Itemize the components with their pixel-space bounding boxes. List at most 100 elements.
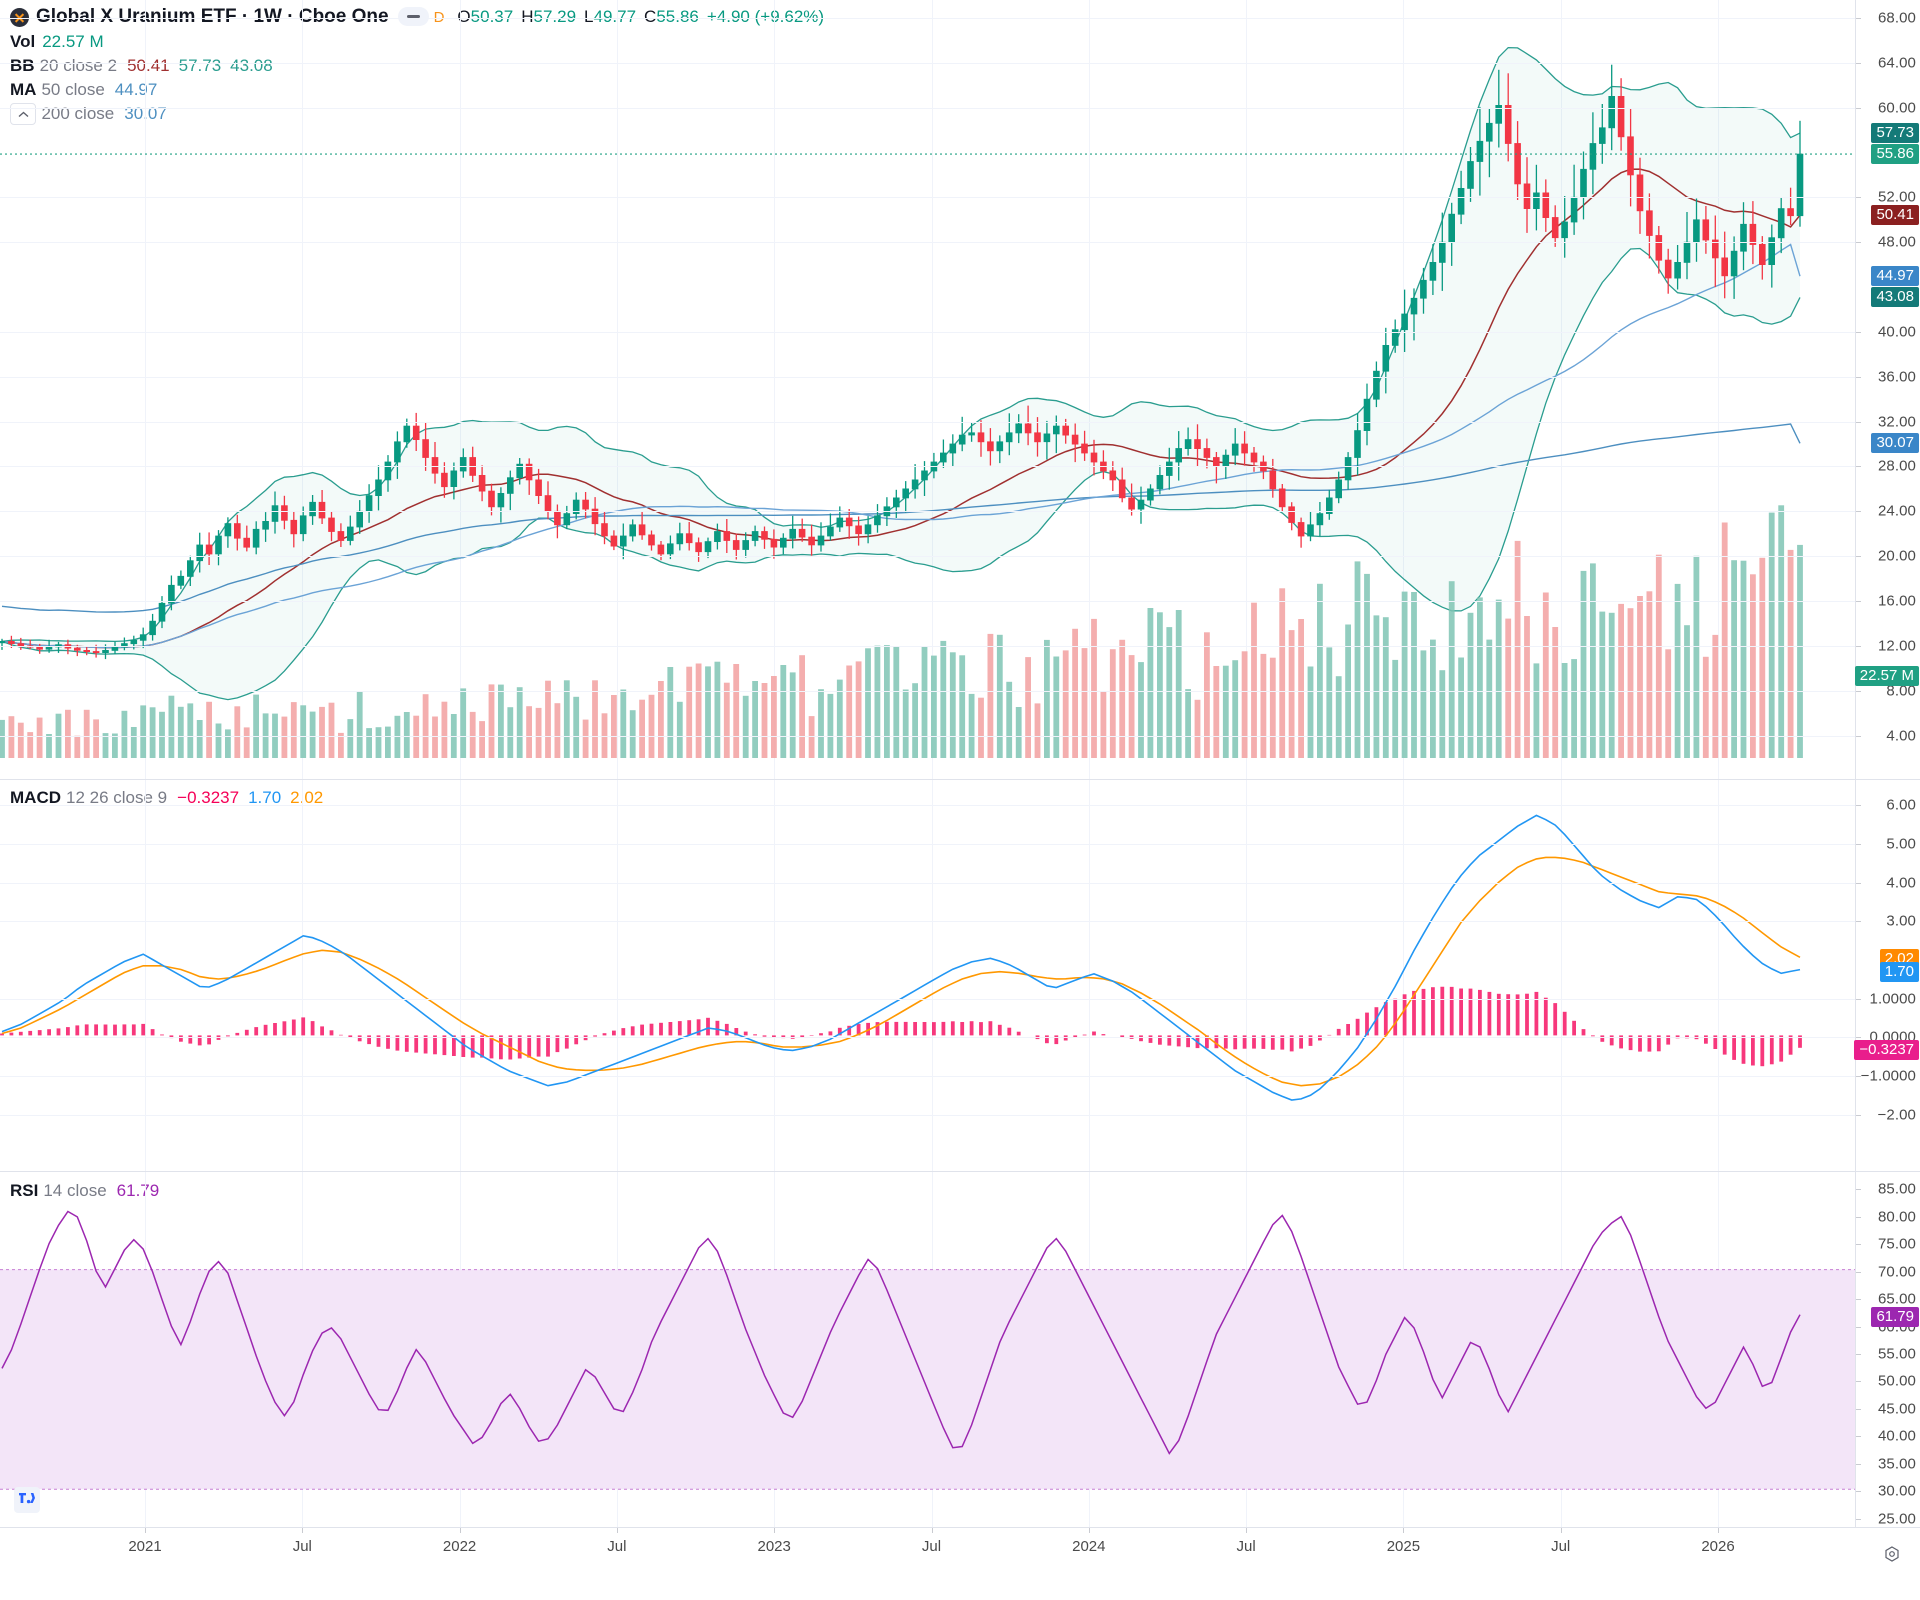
gear-icon[interactable] <box>1882 1545 1902 1565</box>
candle-body <box>1109 470 1117 481</box>
candle-body <box>365 495 373 512</box>
rsi-value-tag[interactable]: 61.79 <box>1871 1306 1919 1327</box>
macd-hist-value: −0.3237 <box>177 788 240 807</box>
time-axis-tickmark <box>1560 1528 1562 1533</box>
chart-style-chip[interactable] <box>397 6 429 26</box>
bb-upper-tag[interactable]: 57.73 <box>1871 123 1919 144</box>
rsi-axis-tick: 75.00 <box>1877 1235 1916 1253</box>
rsi-legend-name: RSI <box>10 1181 39 1200</box>
candle-body <box>1599 127 1606 144</box>
volume-bar <box>243 727 250 758</box>
time-axis[interactable]: 2021 Jul 2022 Jul 2023 Jul 2024 Jul 2025 Jul 2026 <box>0 1528 1920 1600</box>
candle-body <box>620 535 627 547</box>
candle-body <box>1222 454 1230 467</box>
last-price-tag[interactable]: 55.86 <box>1871 144 1919 165</box>
rsi-axis-tick: 25.00 <box>1877 1510 1916 1528</box>
bb-basis-tag[interactable]: 50.41 <box>1871 205 1919 226</box>
volume-bar <box>1637 596 1643 758</box>
rsi-legend-row[interactable]: RSI 14 close 61.79 <box>10 1181 159 1201</box>
candle-body <box>431 457 439 474</box>
ma50-legend-row[interactable]: MA 50 close 44.97 <box>10 80 157 100</box>
macd-signal-value: 2.02 <box>290 788 324 807</box>
symbol-title[interactable]: Global X Uranium ETF · 1W · Cboe One <box>36 6 389 27</box>
vertical-gridline <box>1403 0 1405 1527</box>
candle-body <box>328 517 335 532</box>
candle-body <box>1053 425 1060 435</box>
candle-body <box>1335 479 1343 499</box>
price-axis-tick: 8.00 <box>1886 682 1916 700</box>
bb-legend-row[interactable]: BB 20 close 2 50.41 57.73 43.08 <box>10 56 273 76</box>
candle-body <box>1118 479 1126 499</box>
volume-bar <box>629 710 636 758</box>
volume-bar <box>309 711 316 758</box>
candle-body <box>1166 461 1173 476</box>
axis-tickmark <box>1856 645 1861 647</box>
tradingview-logo-icon[interactable] <box>14 1487 40 1513</box>
macd-axis-tick: 6.00 <box>1886 796 1916 814</box>
candle-body <box>864 524 872 535</box>
rsi-axis-tick: 50.00 <box>1877 1372 1916 1390</box>
candle-body <box>1787 208 1794 217</box>
bb-lower-tag[interactable]: 43.08 <box>1871 287 1919 308</box>
volume-bar <box>1166 627 1173 758</box>
bb-lower-value: 43.08 <box>230 56 273 75</box>
candle-body <box>1467 161 1474 189</box>
volume-bar <box>1401 591 1408 758</box>
volume-bar <box>1514 540 1521 758</box>
volume-bar <box>554 703 561 758</box>
volume-bar <box>912 683 918 758</box>
vertical-gridline <box>302 0 304 1527</box>
ma50-legend-name: MA <box>10 80 37 99</box>
candle-body <box>384 461 392 481</box>
price-axis-tick: 68.00 <box>1877 9 1916 27</box>
macd-signal-line <box>1 856 1801 1087</box>
ma200-tag[interactable]: 30.07 <box>1871 433 1919 454</box>
candle-body <box>1316 513 1324 526</box>
candle-body <box>723 531 731 541</box>
axis-tickmark <box>1856 466 1861 468</box>
candle-body <box>0 641 6 644</box>
volume-bar <box>799 655 805 758</box>
interval-badge[interactable]: D <box>434 9 445 26</box>
axis-tickmark <box>1856 376 1861 378</box>
macd-hist-tag[interactable]: −0.3237 <box>1854 1039 1919 1060</box>
volume-bar <box>620 689 627 758</box>
candle-body <box>535 479 542 496</box>
volume-bar <box>1185 689 1191 758</box>
high-key: H <box>521 7 534 26</box>
candle-body <box>1636 174 1644 212</box>
high-value: 57.29 <box>533 7 577 26</box>
vertical-gridline <box>145 0 146 1527</box>
macd-axis-tick: −1.0000 <box>1860 1067 1916 1085</box>
volume-bar <box>855 661 862 758</box>
volume-legend-row[interactable]: Vol 22.57 M <box>10 32 104 52</box>
volume-bar <box>1354 561 1361 758</box>
symbol-legend-row[interactable]: Global X Uranium ETF · 1W · Cboe One DO50… <box>10 6 824 28</box>
candle-body <box>36 646 43 650</box>
ma50-tag[interactable]: 44.97 <box>1871 266 1919 287</box>
volume-bar <box>196 720 203 758</box>
macd-legend-row[interactable]: MACD 12 26 close 9 −0.3237 1.70 2.02 <box>10 788 323 808</box>
axis-tickmark <box>1856 1244 1861 1246</box>
low-value: 49.77 <box>593 7 637 26</box>
volume-bar <box>771 676 777 758</box>
volume-bar <box>1571 659 1577 758</box>
horizontal-gridline <box>0 843 1855 845</box>
candle-body <box>290 519 298 535</box>
volume-bar <box>215 723 222 758</box>
volume-bar <box>1627 608 1634 758</box>
volume-bar <box>479 721 485 758</box>
volume-bar <box>902 689 909 758</box>
horizontal-gridline <box>0 62 1855 64</box>
volume-tag[interactable]: 22.57 M <box>1854 666 1919 687</box>
candle-body <box>102 650 109 654</box>
candle-body <box>798 528 806 538</box>
volume-bar <box>1759 557 1766 758</box>
candle-body <box>1128 497 1135 510</box>
axis-tickmark <box>1856 421 1861 423</box>
candle-body <box>149 620 156 636</box>
candle-body <box>789 528 796 539</box>
macd-line-tag[interactable]: 1.70 <box>1879 961 1919 982</box>
volume-bar <box>940 640 947 758</box>
volume-bar <box>1646 591 1653 758</box>
